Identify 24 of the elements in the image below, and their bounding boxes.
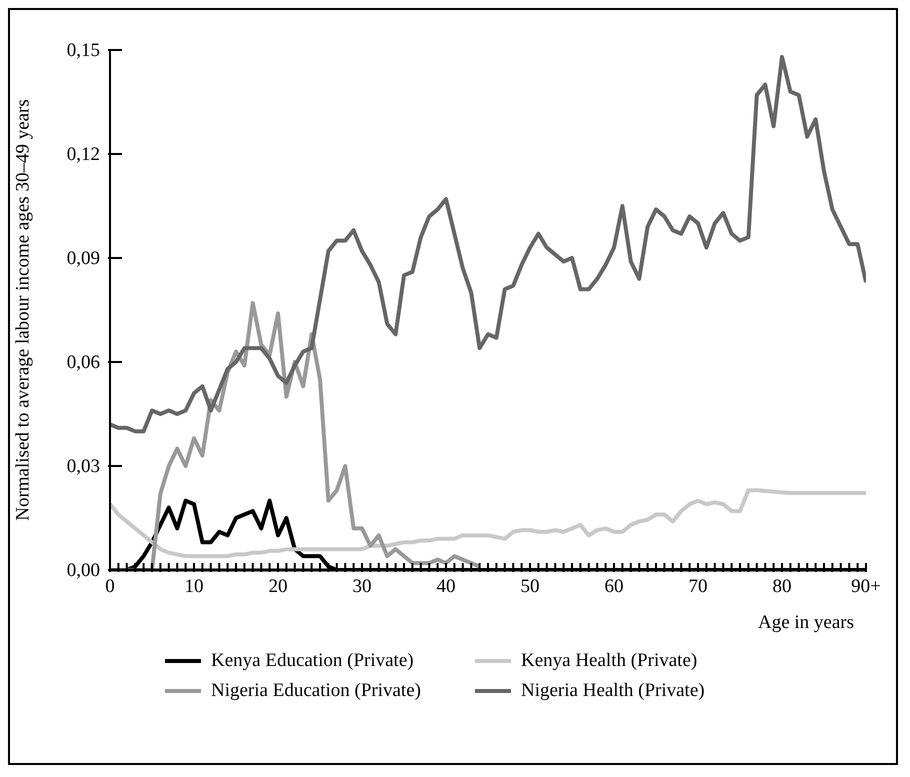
y-tick-label: 0,03	[66, 456, 100, 477]
legend-label: Nigeria Health (Private)	[521, 680, 705, 702]
x-tick-label: 40	[436, 576, 456, 597]
x-tick-label: 90+	[851, 576, 881, 597]
y-tick-label: 0,00	[66, 560, 100, 581]
legend-label: Kenya Education (Private)	[211, 650, 414, 672]
x-tick-label: 60	[604, 576, 624, 597]
legend-label: Kenya Health (Private)	[521, 650, 698, 672]
y-tick-label: 0,06	[66, 352, 100, 373]
legend-label: Nigeria Education (Private)	[211, 680, 421, 702]
x-axis-title: Age in years	[758, 612, 854, 633]
x-tick-label: 20	[268, 576, 288, 597]
x-tick-label: 0	[105, 576, 115, 597]
x-tick-label: 10	[184, 576, 204, 597]
x-tick-label: 80	[772, 576, 792, 597]
x-tick-label: 50	[520, 576, 540, 597]
x-tick-label: 70	[688, 576, 708, 597]
y-tick-label: 0,15	[66, 40, 100, 61]
y-tick-label: 0,09	[66, 248, 100, 269]
y-tick-label: 0,12	[66, 144, 100, 165]
line-series	[110, 488, 866, 558]
line-series	[110, 54, 866, 434]
y-axis-title: Normalised to average labour income ages 30–49 years	[12, 99, 34, 521]
x-tick-label: 30	[352, 576, 372, 597]
